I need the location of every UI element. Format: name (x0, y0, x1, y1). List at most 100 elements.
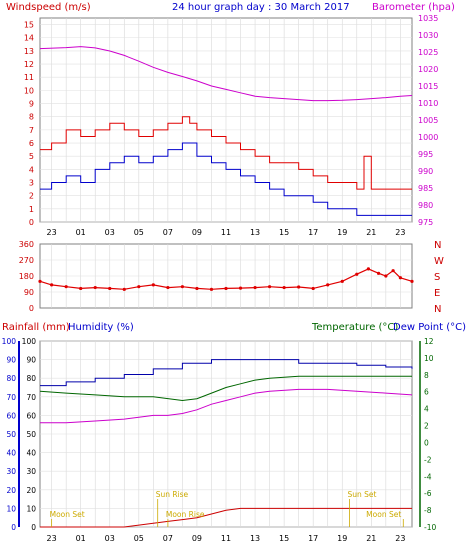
rainfall-tick-label: 90 (6, 356, 16, 365)
humidity-tick-label: 10 (26, 504, 36, 513)
rainfall-tick-label: 10 (6, 504, 16, 513)
sun-moon-annotation: Sun Rise (156, 490, 189, 499)
compass-label: E (434, 288, 440, 299)
wind-direction-point (224, 286, 228, 291)
rainfall-line (40, 507, 412, 528)
humidity-tick-label: 20 (26, 486, 36, 495)
wind-direction-point (166, 285, 170, 290)
windspeed-tick-label: 12 (24, 60, 34, 69)
wind-direction-point (151, 283, 155, 287)
wind-direction-point (410, 279, 414, 283)
wind-direction-point (355, 272, 359, 276)
barometer-tick-label: 975 (418, 218, 433, 227)
barometer-tick-label: 985 (418, 184, 433, 193)
wind-direction-point (38, 279, 42, 283)
rainfall-tick-label: 100 (2, 337, 17, 346)
rainfall-tick-label: 50 (6, 430, 16, 439)
wind-direction-point (64, 285, 68, 289)
direction-tick-label: 270 (19, 256, 34, 265)
wind-direction-point (267, 285, 272, 289)
rainfall-tick-label: 60 (6, 411, 16, 420)
rainfall-tick-label: 20 (6, 486, 16, 495)
temp-x-tick-label: 21 (366, 534, 376, 543)
humidity-line (40, 388, 413, 424)
dewpoint-line (40, 359, 413, 387)
windspeed-tick-label: 1 (29, 205, 34, 214)
rainfall-tick-label: 70 (6, 393, 16, 402)
wind-x-tick-label: 23 (47, 228, 57, 237)
barometer-tick-label: 1005 (418, 116, 438, 125)
barometer-tick-label: 1020 (418, 65, 438, 74)
compass-label: N (434, 240, 441, 251)
windspeed-tick-label: 6 (29, 139, 34, 148)
rainfall-tick-label: 40 (6, 449, 16, 458)
temperature-tick-label: -10 (424, 523, 436, 532)
temperature-humidity-panel: 1009080706050403020100100908070605040302… (2, 337, 437, 543)
compass-label: N (434, 304, 441, 315)
direction-tick-label: 180 (19, 272, 34, 281)
temperature-tick-label: 12 (424, 337, 434, 346)
temperature-tick-label: -2 (424, 455, 432, 464)
barometer-tick-label: 995 (418, 150, 433, 159)
temperature-tick-label: 8 (424, 371, 429, 380)
rainfall-tick-label: 30 (6, 467, 16, 476)
wind-direction-point (108, 286, 112, 291)
wind-direction-point (384, 274, 388, 278)
temperature-tick-label: -4 (424, 472, 432, 481)
humidity-axis-title: Humidity (%) (68, 322, 134, 333)
humidity-tick-label: 70 (26, 393, 36, 402)
wind-x-tick-label: 01 (76, 228, 86, 237)
temperature-tick-label: 6 (424, 388, 429, 397)
sun-moon-annotation: Moon Rise (166, 510, 205, 519)
windspeed-tick-label: 3 (29, 179, 34, 188)
temp-x-tick-label: 17 (308, 534, 318, 543)
temperature-tick-label: 4 (424, 405, 429, 414)
humidity-tick-label: 90 (26, 356, 36, 365)
wind-x-tick-label: 15 (279, 228, 289, 237)
wind-direction-point (209, 287, 214, 291)
temp-x-tick-label: 11 (221, 534, 231, 543)
wind-x-tick-label: 21 (366, 228, 376, 237)
rainfall-axis-title: Rainfall (mm) (2, 322, 70, 333)
temperature-tick-label: 0 (424, 438, 429, 447)
wind-direction-point (340, 279, 344, 283)
windspeed-tick-label: 9 (29, 100, 34, 109)
barometer-tick-label: 1035 (418, 14, 438, 23)
humidity-tick-label: 40 (26, 449, 36, 458)
wind-gust-line (40, 116, 412, 190)
direction-tick-label: 0 (29, 304, 34, 313)
sun-moon-annotation: Moon Set (50, 510, 85, 519)
wind-direction-point (195, 286, 199, 291)
wind-direction-point (137, 285, 141, 289)
windspeed-tick-label: 15 (24, 21, 34, 30)
wind-direction-point (50, 283, 54, 287)
barometer-line (39, 46, 413, 102)
windspeed-tick-label: 10 (24, 86, 34, 95)
rainfall-tick-label: 0 (11, 523, 16, 532)
humidity-tick-label: 100 (22, 337, 37, 346)
wind-x-tick-label: 17 (308, 228, 318, 237)
dewpoint-axis-title: Dew Point (°C) (393, 322, 466, 333)
wind-x-tick-label: 07 (163, 228, 173, 237)
temp-x-tick-label: 15 (279, 534, 289, 543)
wind-x-tick-label: 23 (395, 228, 405, 237)
windspeed-axis-title: Windspeed (m/s) (6, 2, 91, 13)
temp-x-tick-label: 09 (192, 534, 202, 543)
compass-label: W (434, 256, 444, 267)
wind-direction-point (366, 267, 371, 271)
wind-direction-point (122, 287, 126, 291)
temperature-axis-title: Temperature (°C) (311, 322, 398, 333)
barometer-tick-label: 1025 (418, 48, 438, 57)
wind-direction-point (311, 286, 315, 291)
temp-x-tick-label: 01 (76, 534, 86, 543)
wind-direction-point (238, 286, 243, 290)
rainfall-tick-label: 80 (6, 374, 16, 383)
temp-x-tick-label: 19 (337, 534, 347, 543)
wind-direction-point (391, 269, 395, 273)
temp-x-tick-label: 23 (47, 534, 57, 543)
windspeed-tick-label: 8 (29, 113, 34, 122)
wind-direction-point (376, 271, 381, 275)
wind-direction-point (79, 286, 83, 291)
